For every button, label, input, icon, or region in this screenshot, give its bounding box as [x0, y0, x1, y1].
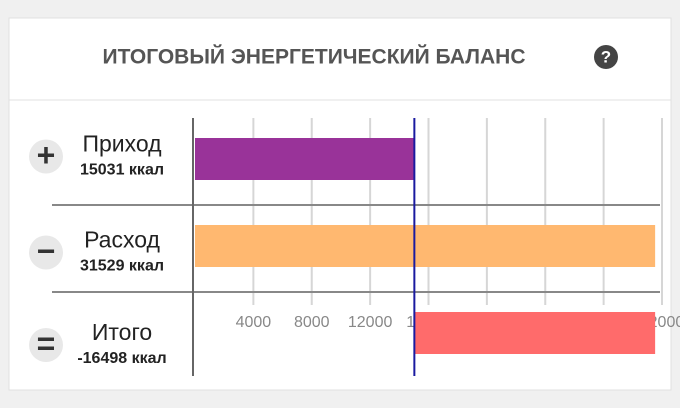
x-tick-label: 12000	[348, 314, 393, 331]
category-label: Расход	[84, 227, 160, 253]
title: ИТОГОВЫЙ ЭНЕРГЕТИЧЕСКИЙ БАЛАНС	[102, 45, 525, 69]
sign-glyph: =	[37, 325, 56, 361]
category-label: Итого	[92, 319, 152, 345]
bar	[414, 312, 656, 354]
sign-glyph: +	[37, 137, 56, 173]
help-icon[interactable]	[594, 45, 618, 69]
category-label: Приход	[82, 131, 162, 157]
x-tick-label: 4000	[236, 314, 272, 331]
sign-icon	[29, 235, 63, 270]
help-icon-glyph[interactable]: ?	[601, 47, 611, 66]
value-label: 15031 ккал	[80, 162, 164, 179]
value-label: 31529 ккал	[80, 258, 164, 275]
x-tick-label: 8000	[294, 314, 330, 331]
sign-glyph: −	[37, 233, 56, 269]
sign-icon	[29, 328, 63, 362]
sign-icon	[29, 139, 63, 174]
value-label: -16498 ккал	[77, 350, 166, 367]
bar	[195, 138, 415, 180]
grid	[252, 118, 663, 305]
bar	[195, 225, 656, 267]
